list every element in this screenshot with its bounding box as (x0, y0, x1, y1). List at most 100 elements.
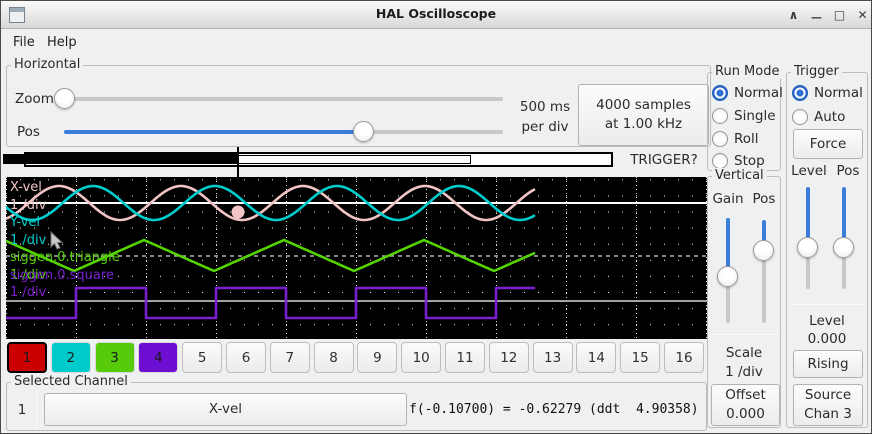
channel-button-13[interactable]: 13 (532, 342, 573, 373)
scope-channel-scale-4: 1 /div (10, 285, 47, 300)
trigger-level-value: 0.000 (807, 331, 847, 347)
trigger-pos-slider[interactable] (842, 239, 846, 289)
scope-channel-scale-3: 1 /div (10, 267, 47, 283)
trigger-level-slider-handle[interactable] (797, 237, 818, 258)
trigger-group: Trigger (786, 64, 868, 428)
hpos-label: Pos (17, 124, 40, 140)
vertical-pos-slider-handle[interactable] (753, 240, 774, 261)
run-mode-radio-single[interactable] (712, 108, 728, 124)
vertical-scale-value: 1 /div (725, 364, 763, 380)
vertical-pos-slider[interactable] (762, 242, 766, 323)
trace-siggen.0.square (4, 286, 536, 320)
run-mode-group-label: Run Mode (712, 64, 783, 79)
trigger-mode-label-normal: Normal (814, 85, 863, 101)
channel-button-9[interactable]: 9 (357, 342, 398, 373)
vertical-gain-slider[interactable] (726, 268, 730, 323)
horizontal-group-label: Horizontal (11, 57, 84, 72)
selected-channel-group-label: Selected Channel (11, 374, 131, 389)
horizontal-pos-slider-handle[interactable] (353, 121, 374, 142)
scope-channel-scale-1: 1 /div (10, 197, 47, 213)
horizontal-group: Horizontal (6, 57, 711, 147)
mouse-cursor (50, 230, 64, 250)
shade-button[interactable]: ∧ (788, 8, 799, 22)
scope-channel-name-1: X-vel (10, 180, 42, 195)
menu-file[interactable]: File (13, 35, 35, 50)
run-mode-label-single: Single (734, 108, 776, 124)
horizontal-zoom-slider-handle[interactable] (54, 88, 75, 109)
channel-button-16[interactable]: 16 (664, 342, 704, 373)
scope-channel-name-3: siggen.0.triangle (10, 250, 120, 265)
run-mode-radio-stop[interactable] (712, 153, 728, 169)
close-button[interactable]: ✕ (857, 8, 868, 22)
window-icon (9, 7, 25, 23)
trigger-level-slider[interactable] (806, 239, 810, 289)
zoom-label: Zoom (15, 91, 54, 107)
trigger-source-button[interactable]: Source Chan 3 (793, 384, 863, 426)
force-button[interactable]: Force (793, 129, 863, 159)
vertical-offset-button[interactable]: Offset 0.000 (711, 384, 780, 426)
run-mode-label-normal: Normal (734, 85, 783, 101)
selected-channel-number: 1 (17, 402, 27, 418)
title-bar: HAL Oscilloscope ∧ — □ ✕ (1, 1, 871, 29)
channel-button-4[interactable]: 4 (138, 342, 179, 373)
menu-help[interactable]: Help (47, 35, 77, 50)
vertical-scale-label: Scale (725, 345, 763, 361)
time-per-div-line2: per div (521, 119, 569, 135)
vertical-gain-slider-handle[interactable] (717, 266, 738, 287)
window-title: HAL Oscilloscope (375, 6, 497, 21)
vertical-gain-label: Gain (712, 191, 744, 207)
channel-button-7[interactable]: 7 (269, 342, 310, 373)
trigger-question-label: TRIGGER? (630, 152, 698, 168)
channel-button-1[interactable]: 1 (7, 342, 47, 373)
trigger-pos-slider-handle[interactable] (833, 237, 854, 258)
channel-button-15[interactable]: 15 (620, 342, 661, 373)
trigger-edge-button[interactable]: Rising (793, 350, 863, 378)
trace-Y-vel (4, 184, 536, 222)
selected-channel-name-button[interactable]: X-vel (44, 393, 407, 426)
run-mode-radio-roll[interactable] (712, 131, 728, 147)
trigger-level-label: Level (791, 163, 827, 179)
record-filled-bar (3, 154, 238, 164)
channel-button-12[interactable]: 12 (488, 342, 529, 373)
scope-channel-scale-2: 1 /div (10, 232, 47, 248)
record-window-bar (238, 155, 471, 164)
samples-button[interactable]: 4000 samples at 1.00 kHz (578, 84, 709, 146)
scope-channel-name-2: Y-vel (10, 215, 41, 230)
run-mode-radio-normal[interactable] (712, 85, 728, 101)
horizontal-zoom-slider[interactable] (56, 97, 503, 101)
trigger-pos-label: Pos (836, 163, 860, 179)
trace-X-vel (4, 184, 536, 222)
channel-button-6[interactable]: 6 (226, 342, 266, 373)
selected-channel-separator (36, 390, 37, 428)
channel-button-3[interactable]: 3 (94, 342, 135, 373)
selected-channel-group: Selected Channel (6, 374, 707, 431)
scope-canvas (4, 177, 707, 339)
trigger-mode-radio-normal[interactable] (792, 85, 808, 101)
trigger-mode-label-auto: Auto (814, 109, 846, 125)
trigger-level-value-label: Level (809, 313, 845, 329)
scope-display: X-vel 1 /div Y-vel 1 /div siggen.0.triangle 1… (4, 177, 707, 339)
channel-value-readout: f(-0.10700) = -0.62279 (ddt 4.90358) (409, 402, 699, 417)
trigger-position-marker (237, 147, 239, 177)
trigger-mode-radio-auto[interactable] (792, 109, 808, 125)
trigger-point-marker (231, 205, 245, 219)
maximize-button[interactable]: □ (833, 8, 846, 22)
channel-button-10[interactable]: 10 (401, 342, 442, 373)
vertical-pos-label: Pos (752, 191, 776, 207)
run-mode-label-roll: Roll (734, 131, 759, 147)
channel-button-14[interactable]: 14 (576, 342, 617, 373)
channel-button-11[interactable]: 11 (445, 342, 485, 373)
minimize-button[interactable]: — (811, 11, 822, 24)
vertical-group: Vertical (707, 168, 781, 428)
vertical-group-label: Vertical (712, 168, 767, 183)
run-mode-label-stop: Stop (734, 153, 765, 169)
trigger-group-label: Trigger (791, 64, 842, 79)
scope-channel-name-4: siggen.0.square (10, 267, 114, 283)
channel-button-5[interactable]: 5 (182, 342, 223, 373)
menu-bar: File Help (1, 29, 871, 55)
trace-siggen.0.triangle (4, 238, 536, 273)
time-per-div-line1: 500 ms (519, 99, 571, 115)
channel-button-8[interactable]: 8 (313, 342, 354, 373)
channel-button-2[interactable]: 2 (50, 342, 91, 373)
